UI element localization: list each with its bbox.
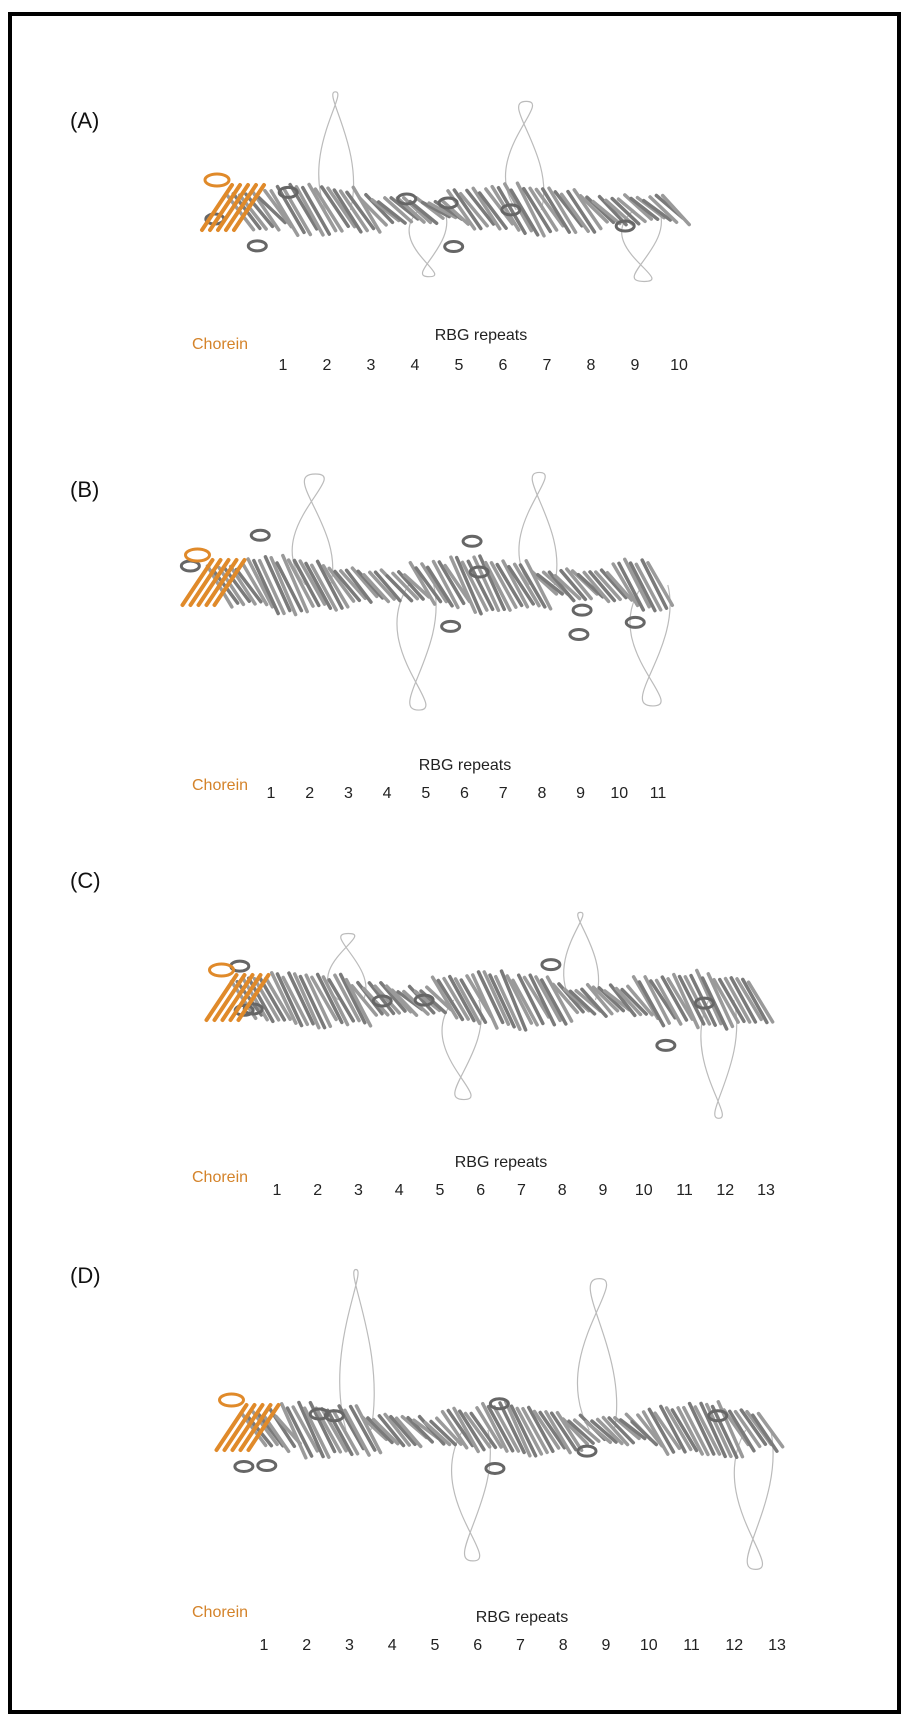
chorein-strand (183, 560, 213, 605)
repeat-number: 9 (599, 1182, 608, 1199)
helix (258, 1461, 276, 1471)
helix (573, 605, 591, 615)
helix (626, 617, 644, 627)
chorein-strand (217, 1405, 247, 1450)
repeat-number: 6 (473, 1637, 482, 1654)
repeat-number: 7 (517, 1182, 526, 1199)
repeat-number: 2 (305, 785, 314, 802)
repeat-number: 10 (635, 1182, 653, 1199)
repeat-number: 2 (302, 1637, 311, 1654)
repeat-number: 2 (313, 1182, 322, 1199)
repeat-number: 1 (267, 785, 276, 802)
helix (445, 242, 463, 252)
chorein-helix (210, 964, 234, 976)
repeat-number: 1 (279, 357, 288, 374)
repeat-number: 13 (757, 1182, 775, 1199)
helix (570, 629, 588, 639)
helix (442, 621, 460, 631)
helix (235, 1461, 253, 1471)
protein-structure (217, 1269, 783, 1569)
repeat-number: 5 (431, 1637, 440, 1654)
chorein-strand (207, 975, 237, 1020)
chorein-label: Chorein (192, 336, 248, 353)
repeat-number: 4 (395, 1182, 404, 1199)
repeat-number: 5 (421, 785, 430, 802)
repeat-number: 5 (455, 357, 464, 374)
beta-strand (587, 197, 614, 222)
repeat-number: 9 (631, 357, 640, 374)
repeat-number: 3 (345, 1637, 354, 1654)
panel-label: (A) (70, 108, 99, 133)
helix (251, 530, 269, 540)
chorein-strand (225, 1405, 255, 1450)
protein-structure (181, 472, 672, 710)
repeats-title: RBG repeats (435, 327, 527, 344)
repeat-number: 3 (367, 357, 376, 374)
helix (542, 960, 560, 970)
repeat-number: 11 (683, 1637, 700, 1654)
repeats-title: RBG repeats (455, 1154, 547, 1171)
repeat-number: 5 (436, 1182, 445, 1199)
repeat-number: 4 (411, 357, 420, 374)
repeat-number: 3 (354, 1182, 363, 1199)
repeat-number: 6 (476, 1182, 485, 1199)
helix (463, 536, 481, 546)
repeat-number: 7 (543, 357, 552, 374)
repeat-number: 6 (499, 357, 508, 374)
repeat-number: 1 (260, 1637, 269, 1654)
repeat-number: 10 (670, 357, 688, 374)
repeat-number: 13 (768, 1637, 786, 1654)
helix (657, 1040, 675, 1050)
repeat-number: 8 (558, 1182, 567, 1199)
figure: (A)ChoreinRBG repeats12345678910(B)Chore… (0, 0, 901, 1714)
repeat-number: 4 (383, 785, 392, 802)
chorein-label: Chorein (192, 1169, 248, 1186)
repeat-number: 4 (388, 1637, 397, 1654)
repeat-number: 3 (344, 785, 353, 802)
helix (486, 1463, 504, 1473)
repeat-number: 8 (587, 357, 596, 374)
repeat-number: 8 (537, 785, 546, 802)
panel-label: (B) (70, 477, 99, 502)
protein-structure (207, 912, 773, 1118)
repeat-number: 7 (499, 785, 508, 802)
repeats-title: RBG repeats (476, 1609, 568, 1626)
loop (577, 1279, 616, 1430)
loop (397, 585, 436, 710)
repeat-number: 6 (460, 785, 469, 802)
chorein-helix (205, 174, 229, 186)
repeat-number: 12 (725, 1637, 743, 1654)
panel-label: (C) (70, 868, 101, 893)
chorein-label: Chorein (192, 1604, 248, 1621)
repeat-number: 9 (576, 785, 585, 802)
repeats-title: RBG repeats (419, 757, 511, 774)
frame (10, 14, 899, 1712)
repeat-number: 9 (602, 1637, 611, 1654)
repeat-number: 11 (650, 785, 667, 802)
chorein-helix (186, 549, 210, 561)
protein-structure (202, 92, 689, 282)
repeat-number: 10 (640, 1637, 658, 1654)
helix (248, 241, 266, 251)
repeat-number: 8 (559, 1637, 568, 1654)
repeat-number: 1 (273, 1182, 282, 1199)
repeat-number: 11 (676, 1182, 693, 1199)
repeat-number: 10 (610, 785, 628, 802)
loop (519, 472, 557, 585)
repeat-number: 12 (716, 1182, 734, 1199)
chorein-label: Chorein (192, 777, 248, 794)
panel-label: (D) (70, 1263, 101, 1288)
chorein-helix (220, 1394, 244, 1406)
repeat-number: 2 (323, 357, 332, 374)
repeat-number: 7 (516, 1637, 525, 1654)
